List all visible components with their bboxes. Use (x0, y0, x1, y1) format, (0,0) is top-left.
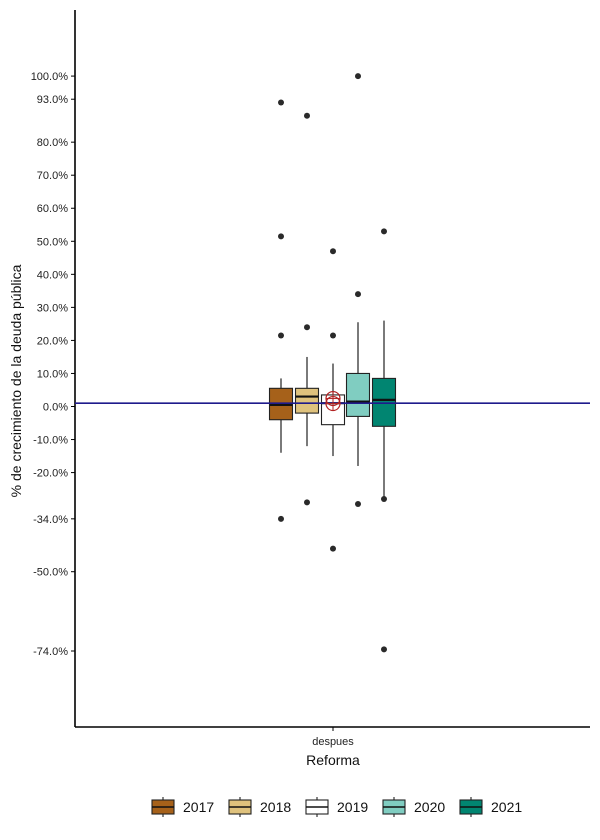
box-2021 (371, 228, 397, 653)
outlier-point (304, 324, 310, 331)
legend-label: 2017 (183, 799, 214, 815)
box-2018 (294, 112, 320, 506)
outlier-point (330, 248, 336, 255)
outlier-point (304, 499, 310, 506)
x-axis: despues (75, 726, 590, 748)
box-body (371, 377, 397, 427)
outlier-point (355, 500, 361, 507)
box-2017 (268, 99, 294, 522)
y-tick-label: 30.0% (37, 302, 68, 314)
y-tick-label: -74.0% (33, 646, 68, 658)
box-body (294, 387, 320, 414)
legend-item-2018: 2018 (228, 797, 291, 817)
y-tick-label: -34.0% (33, 514, 68, 526)
y-tick-label: 10.0% (37, 368, 68, 380)
y-tick-label: 80.0% (37, 137, 68, 149)
legend-item-2019: 2019 (305, 797, 368, 817)
x-tick-label: despues (312, 736, 354, 748)
outlier-point (278, 332, 284, 339)
outlier-point (381, 646, 387, 653)
y-tick-label: 40.0% (37, 269, 68, 281)
legend: 2017 2018 2019 2020 2021 (151, 797, 522, 817)
box-body (345, 372, 371, 417)
outlier-point (381, 496, 387, 503)
outlier-point (278, 515, 284, 522)
y-tick-label: -10.0% (33, 435, 68, 447)
y-tick-label: 60.0% (37, 203, 68, 215)
y-tick-label: 20.0% (37, 335, 68, 347)
legend-label: 2018 (260, 799, 291, 815)
y-tick-label: 70.0% (37, 170, 68, 182)
mean-marker (325, 395, 341, 412)
legend-label: 2019 (337, 799, 368, 815)
outlier-point (355, 73, 361, 80)
outlier-point (355, 291, 361, 298)
legend-label: 2021 (491, 799, 522, 815)
y-axis: 100.0% 93.0% 80.0% 70.0% 60.0% 50.0% 40.0% 30.0… (31, 10, 76, 727)
y-tick-label: -20.0% (33, 468, 68, 480)
box-series-group (268, 73, 397, 653)
box-2020 (345, 73, 371, 507)
y-tick-label: 100.0% (31, 71, 69, 83)
y-axis-title: % de crecimiento de la deuda pública (8, 264, 24, 497)
outlier-point (278, 99, 284, 106)
outlier-point (330, 332, 336, 339)
y-tick-label: 0.0% (43, 401, 68, 413)
outlier-point (278, 233, 284, 240)
outlier-point (330, 545, 336, 552)
mean-marker-group (325, 390, 341, 412)
outlier-point (381, 228, 387, 235)
legend-item-2020: 2020 (382, 797, 445, 817)
y-tick-label: 50.0% (37, 236, 68, 248)
x-axis-title: Reforma (306, 752, 360, 768)
legend-item-2021: 2021 (459, 797, 522, 817)
y-tick-label: 93.0% (37, 94, 68, 106)
legend-label: 2020 (414, 799, 445, 815)
y-tick-label: -50.0% (33, 567, 68, 579)
legend-item-2017: 2017 (151, 797, 214, 817)
outlier-point (304, 112, 310, 119)
